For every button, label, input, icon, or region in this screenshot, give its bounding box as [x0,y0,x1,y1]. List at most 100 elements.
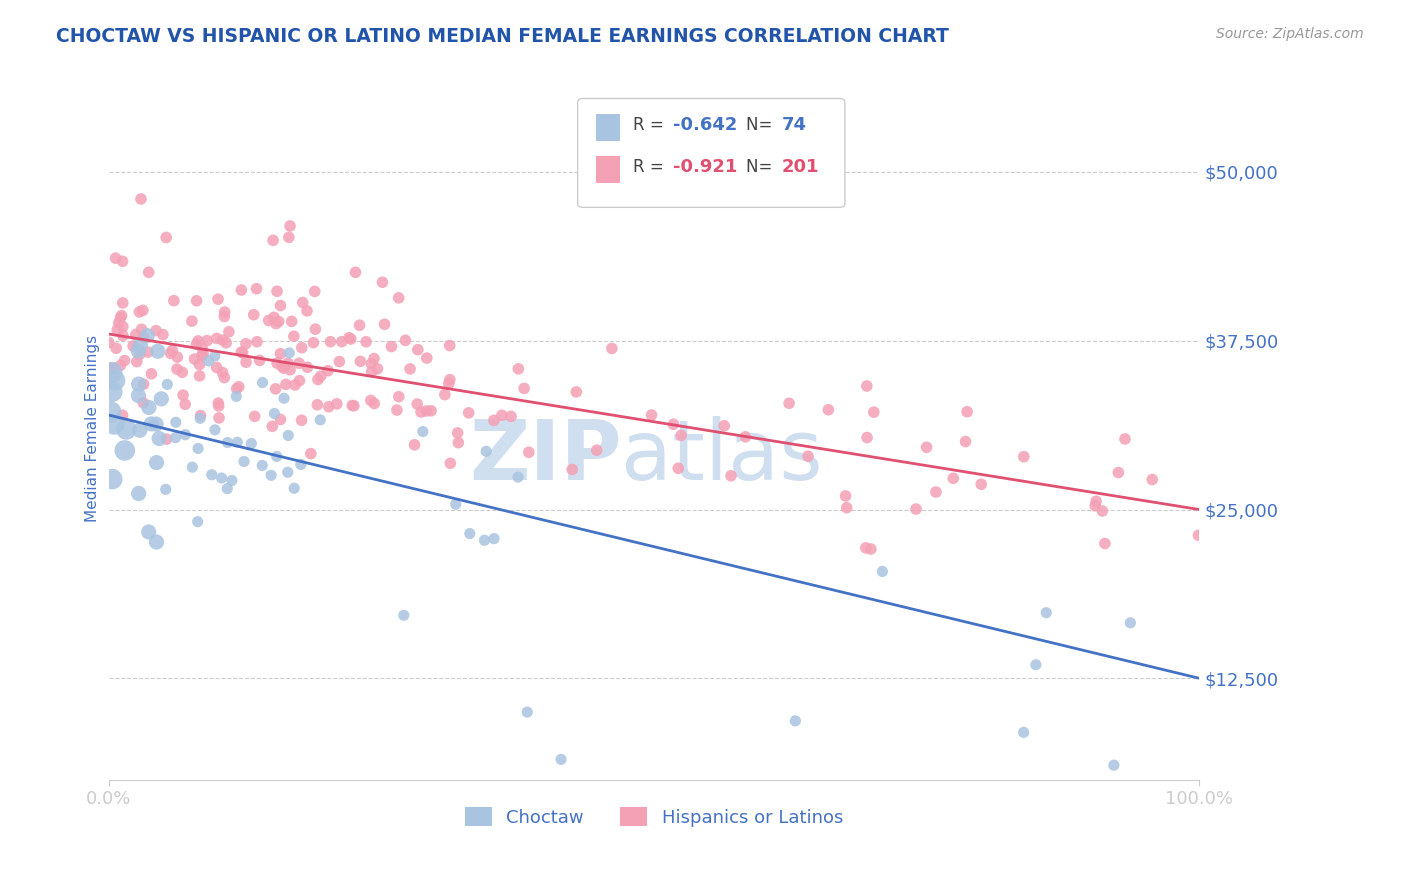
Point [925,485,948,500]
Point [720,468,742,483]
Point [666,461,689,475]
Point [360,393,382,408]
Point [172,388,194,402]
Point [208,411,231,425]
Point [278,363,301,377]
Point [226,435,249,450]
Point [231,345,253,359]
Point [516,705,538,719]
Point [1012,725,1035,739]
Point [517,445,540,459]
Point [1119,615,1142,630]
Point [457,406,479,420]
Point [155,483,177,497]
Point [1084,499,1107,513]
Point [115,422,138,436]
Point [249,353,271,368]
Point [193,347,215,361]
Point [437,376,460,391]
Point [915,440,938,454]
Point [785,714,807,728]
Point [291,295,314,310]
Point [970,477,993,491]
Point [277,428,299,442]
Point [211,333,233,347]
Point [183,352,205,367]
Point [128,486,150,500]
Point [205,360,228,375]
Point [859,542,882,557]
Point [217,435,239,450]
Point [385,403,408,417]
Point [165,431,187,445]
Point [388,390,411,404]
Point [1012,450,1035,464]
Point [872,565,894,579]
Point [416,351,439,365]
Point [565,384,588,399]
Point [420,404,443,418]
Point [439,456,461,470]
Point [817,402,839,417]
Point [302,335,325,350]
Point [128,347,150,361]
Point [114,353,136,368]
Point [444,497,467,511]
Point [211,366,233,380]
Point [125,354,148,368]
Point [263,407,285,421]
Point [166,350,188,364]
Point [399,362,422,376]
Point [266,450,288,464]
Point [585,443,607,458]
Point [174,427,197,442]
Point [862,405,884,419]
Point [371,275,394,289]
Point [243,409,266,424]
Point [198,354,221,368]
Point [172,365,194,379]
Point [152,327,174,342]
Point [374,318,396,332]
Point [103,361,125,376]
Point [208,399,231,413]
Point [235,355,257,369]
Point [181,460,204,475]
Point [264,382,287,396]
Point [136,328,159,343]
Point [439,338,461,352]
Point [228,380,250,394]
Point [380,340,402,354]
Point [138,524,160,539]
Point [491,409,513,423]
Point [304,285,326,299]
Point [1114,432,1136,446]
Point [447,435,470,450]
Text: 201: 201 [782,158,820,177]
Point [260,468,283,483]
Point [132,330,155,344]
Point [1094,536,1116,550]
Point [111,296,134,310]
Point [191,341,214,355]
Point [342,399,364,413]
Point [218,325,240,339]
Point [1035,606,1057,620]
Point [163,293,186,308]
Point [307,398,329,412]
Point [299,447,322,461]
Point [834,489,856,503]
Point [246,334,269,349]
Point [187,334,209,348]
Point [1091,504,1114,518]
Point [252,376,274,390]
Point [150,392,173,406]
Point [122,339,145,353]
Point [207,396,229,410]
Point [337,331,360,345]
Point [474,533,496,548]
Point [162,343,184,358]
Point [290,458,312,472]
Point [277,356,299,370]
Point [482,413,505,427]
